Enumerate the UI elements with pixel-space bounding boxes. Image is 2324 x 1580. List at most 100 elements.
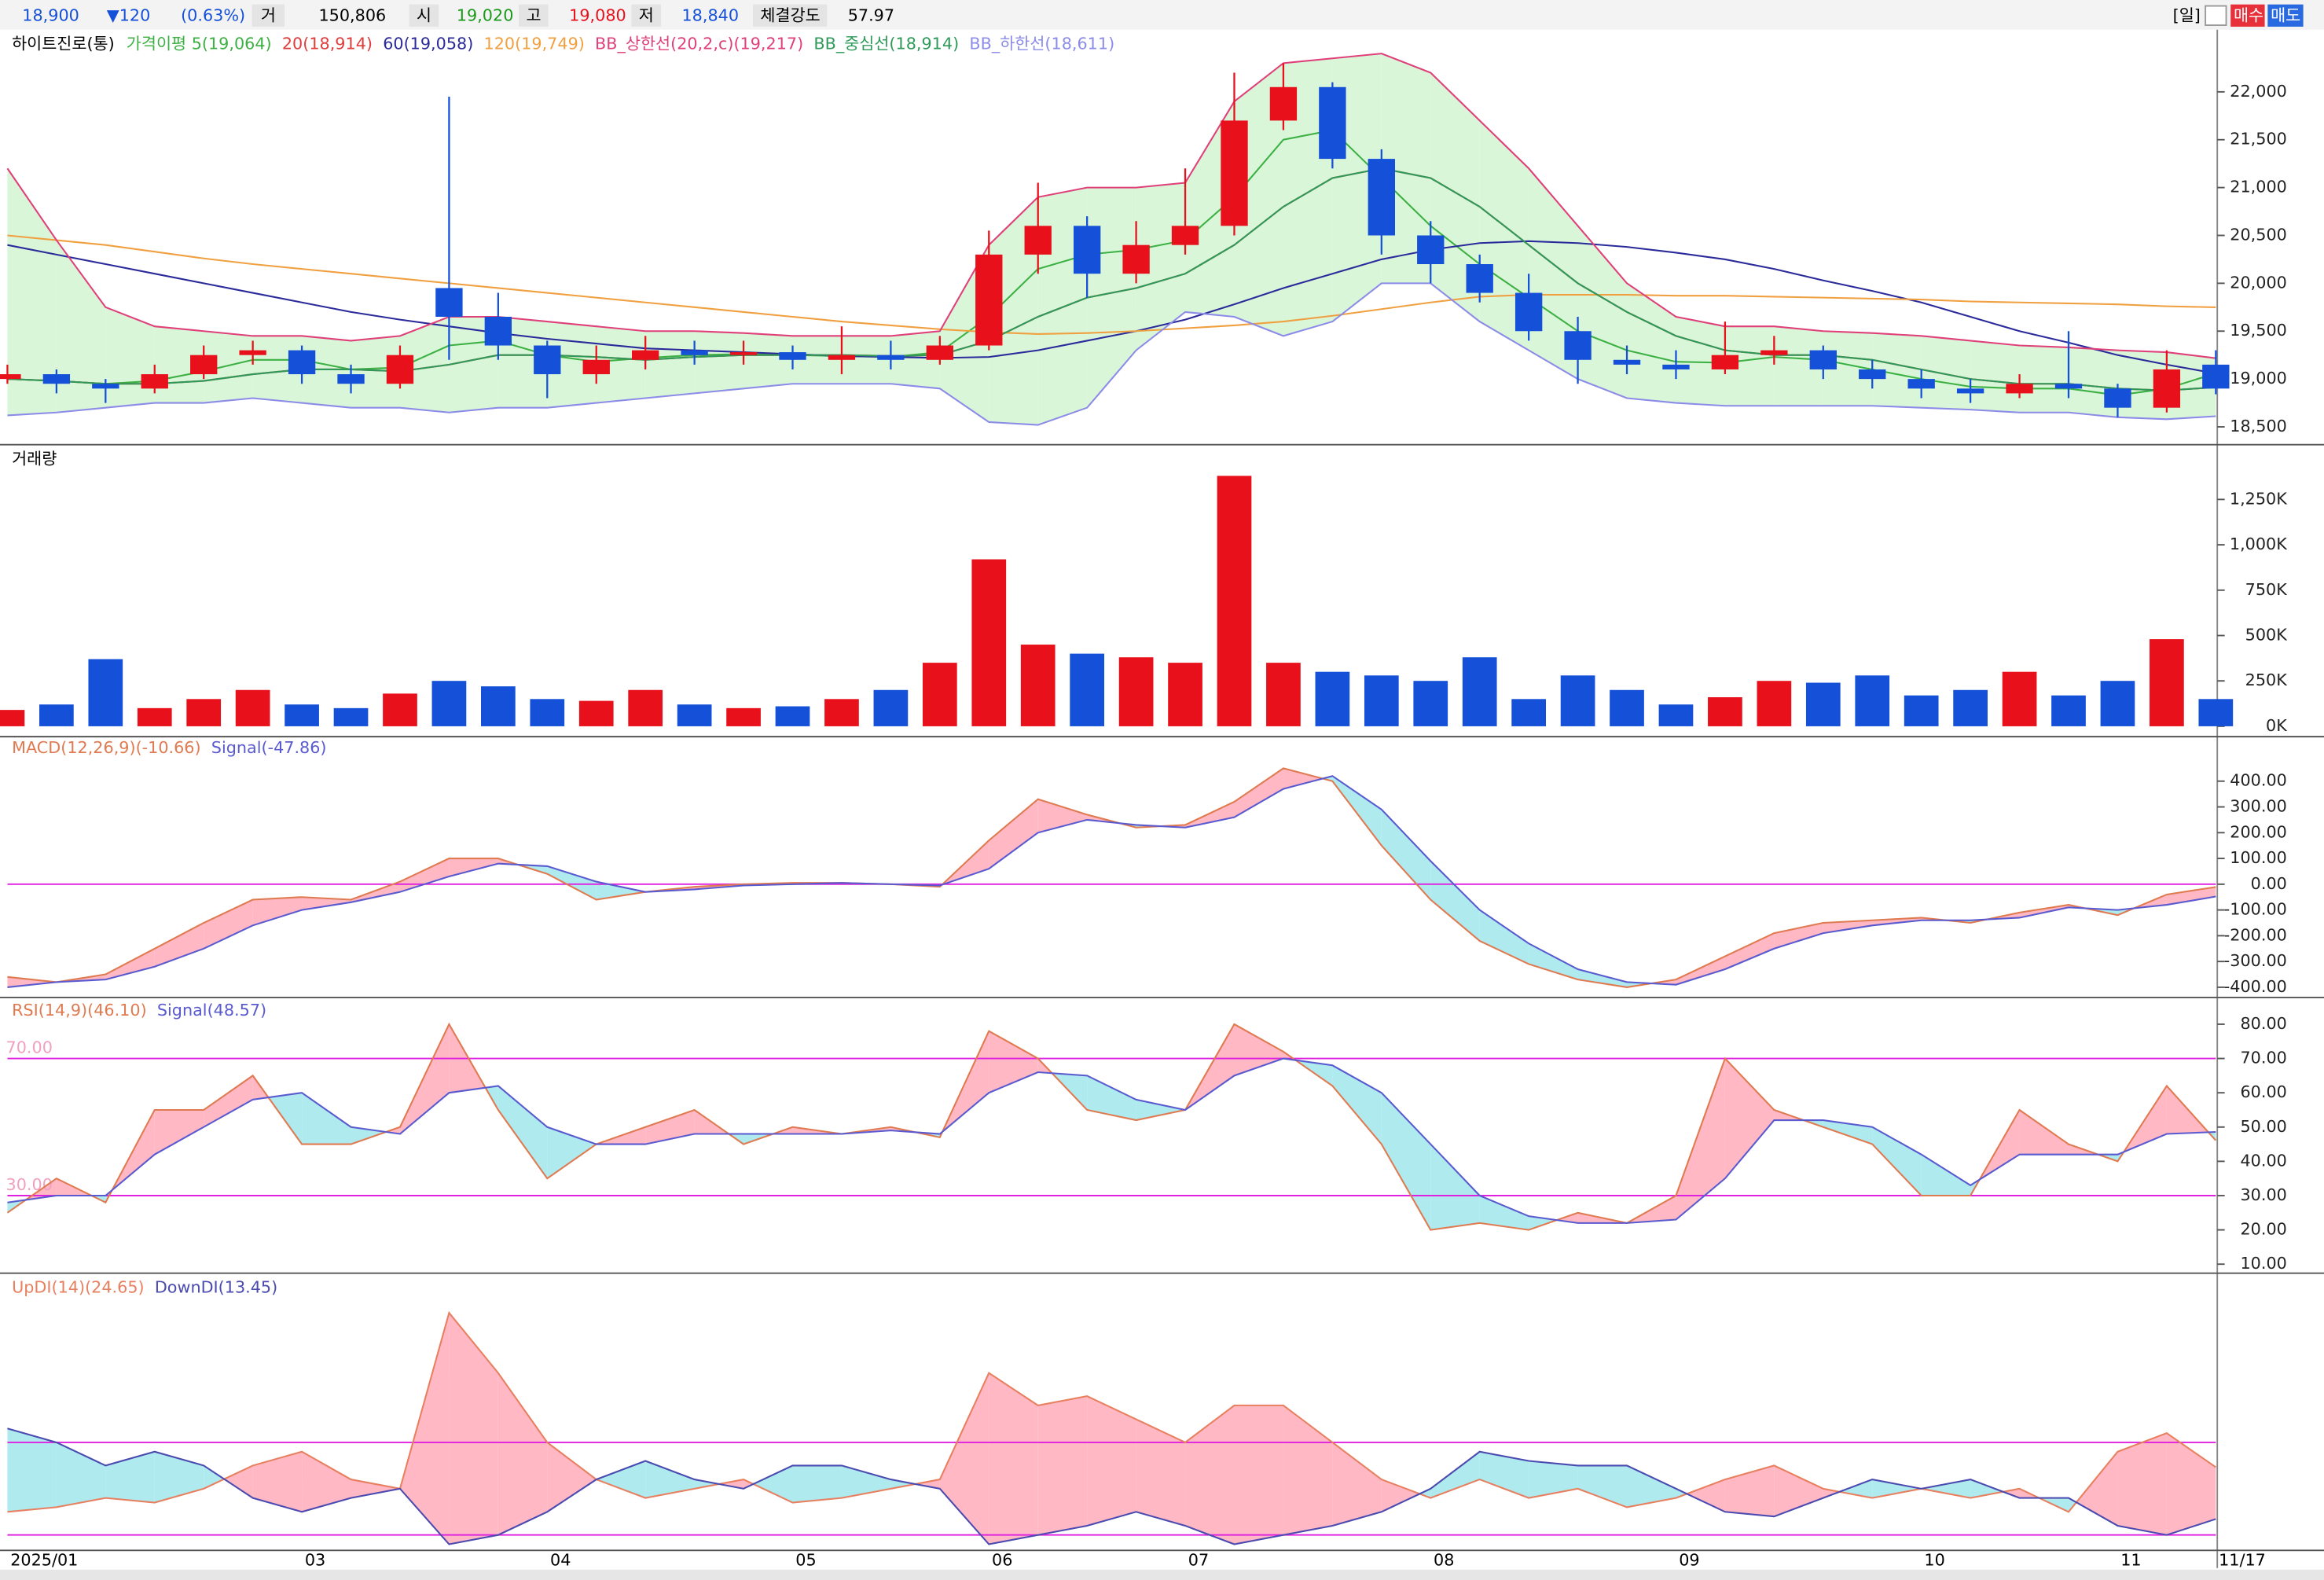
- fill-area: [1479, 909, 1529, 965]
- candle-body: [632, 350, 659, 360]
- fill-area: [7, 976, 57, 987]
- fill-area: [154, 1451, 204, 1503]
- fill-area: [1687, 1479, 1725, 1512]
- candle-body: [92, 384, 119, 389]
- candle-body: [1269, 86, 1298, 121]
- fill-area: [1234, 1405, 1283, 1545]
- legend-entry: DownDI(13.45): [155, 1278, 277, 1297]
- high-label: 고: [526, 6, 541, 25]
- buy-button[interactable]: [2230, 4, 2265, 27]
- x-tick-label: 03: [305, 1550, 325, 1569]
- fill-area: [1430, 1144, 1480, 1230]
- fill-area: [2076, 1451, 2118, 1526]
- fill-area: [1921, 1479, 1971, 1498]
- fill-area: [645, 1109, 695, 1145]
- legend-entry: MACD(12,26,9)(-10.66): [12, 738, 201, 757]
- candle-body: [729, 352, 758, 355]
- fill-area: [2019, 1109, 2069, 1155]
- x-tick-label: 04: [550, 1550, 571, 1569]
- volume-bar: [1168, 663, 1202, 726]
- y-tick-label: 18,500: [2230, 417, 2287, 435]
- volume-bar: [1118, 657, 1154, 726]
- fill-area: [841, 1465, 891, 1498]
- fill-area: [7, 1428, 57, 1512]
- fill-area: [1921, 1154, 1971, 1196]
- volume-bar: [1266, 663, 1301, 726]
- panel-title: 거래량: [12, 450, 57, 468]
- candle-body: [1417, 235, 1445, 265]
- candle-body: [1024, 226, 1052, 255]
- volume-bar: [2100, 681, 2135, 726]
- candle-body: [435, 288, 463, 317]
- settings-button[interactable]: [2205, 5, 2227, 26]
- candle-body: [484, 316, 512, 346]
- x-tick-label: 08: [1434, 1550, 1454, 1569]
- scrollbar[interactable]: [0, 1569, 2324, 1580]
- fill-area: [351, 336, 400, 408]
- fill-area: [596, 1461, 646, 1498]
- y-tick-label: 10.00: [2240, 1254, 2286, 1273]
- fill-area: [743, 333, 793, 389]
- volume-bar: [2150, 639, 2184, 726]
- fill-area: [224, 1465, 253, 1498]
- y-tick-label: -300.00: [2224, 951, 2287, 970]
- fill-area: [154, 923, 204, 967]
- y-tick-label: 1,250K: [2230, 489, 2288, 508]
- fill-area: [792, 336, 842, 384]
- volume-bar: [1708, 696, 1742, 726]
- volume-bar: [235, 689, 270, 726]
- series-line: [7, 1310, 2216, 1513]
- fill-area: [1724, 1058, 1775, 1179]
- sell-button[interactable]: [2267, 4, 2304, 27]
- volume-bar: [1855, 675, 1890, 726]
- series-line: [7, 167, 2216, 391]
- fill-area: [890, 1479, 916, 1489]
- y-tick-label: 20,500: [2230, 225, 2287, 244]
- y-tick-label: 40.00: [2240, 1151, 2286, 1170]
- fill-area: [547, 865, 597, 900]
- open: 19,020: [457, 6, 514, 25]
- fill-area: [1774, 923, 1823, 949]
- candle-body: [2104, 388, 2131, 408]
- candle-body: [1122, 244, 1150, 274]
- y-tick-label: 19,000: [2230, 369, 2287, 388]
- legend-entry: Signal(48.57): [157, 1001, 266, 1020]
- fill-area: [1921, 336, 1971, 410]
- legend-entry: RSI(14,9)(46.10): [12, 1001, 147, 1020]
- fill-area: [1283, 1405, 1333, 1535]
- volume-bar: [971, 559, 1007, 726]
- volume-bar: [285, 704, 319, 726]
- fill-area: [56, 240, 106, 413]
- period[interactable]: [일]: [2173, 6, 2201, 25]
- fill-area: [1774, 1465, 1823, 1517]
- volume-bar: [677, 704, 712, 726]
- fill-area: [1136, 1099, 1186, 1121]
- candle-body: [1073, 226, 1101, 274]
- series-line: [7, 129, 2216, 396]
- fill-area: [105, 948, 155, 980]
- candle-body: [288, 350, 316, 375]
- volume-bar: [1020, 645, 1056, 726]
- fill-area: [1430, 861, 1480, 941]
- legend-entry: 120(19,749): [484, 35, 585, 53]
- volume-bar: [2198, 699, 2234, 726]
- low-label: 저: [639, 6, 654, 25]
- candle-body: [1662, 364, 1690, 369]
- fill-area: [497, 1372, 548, 1535]
- fill-area: [7, 168, 57, 416]
- series-line: [7, 234, 2216, 335]
- legend-entry: BB_상한선(20,2,c)(19,217): [595, 35, 803, 54]
- candle-body: [386, 355, 414, 384]
- fill-area: [449, 858, 498, 877]
- fill-area: [1529, 943, 1578, 980]
- x-tick-label: 09: [1679, 1550, 1699, 1569]
- x-tick-label: 06: [992, 1550, 1012, 1569]
- fill-area: [252, 897, 303, 926]
- candle-body: [926, 345, 954, 360]
- buy-label[interactable]: 매수: [2234, 6, 2263, 25]
- strength: 57.97: [848, 6, 894, 25]
- sell-label[interactable]: 매도: [2271, 6, 2300, 25]
- y-tick-label: -400.00: [2224, 977, 2287, 996]
